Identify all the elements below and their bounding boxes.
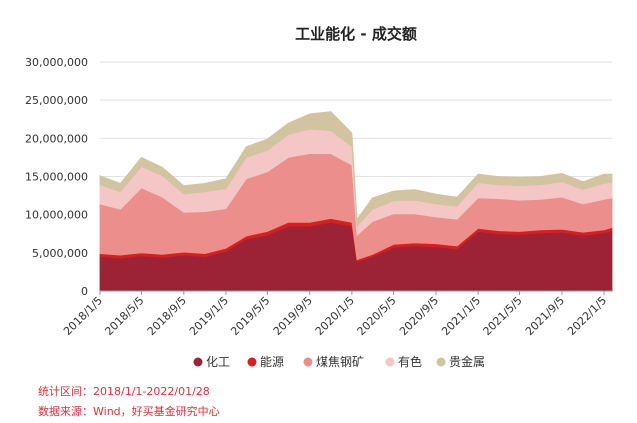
legend-item-能源: 能源 — [247, 355, 284, 369]
y-tick-label: 15,000,000 — [25, 171, 88, 184]
period-note: 统计区间：2018/1/1-2022/01/28 — [38, 385, 210, 398]
legend-marker — [385, 357, 395, 367]
x-tick-label: 2020/5/5 — [355, 294, 399, 338]
x-tick-label: 2019/9/5 — [271, 294, 315, 338]
area-series-贵金属 — [99, 111, 613, 228]
x-tick-label: 2021/1/5 — [439, 294, 483, 338]
y-tick-label: 20,000,000 — [25, 132, 88, 145]
y-tick-label: 10,000,000 — [25, 209, 88, 222]
x-tick-label: 2019/5/5 — [228, 294, 272, 338]
y-tick-label: 0 — [81, 285, 88, 298]
legend-label: 有色 — [398, 355, 422, 369]
x-tick-label: 2020/1/5 — [313, 294, 357, 338]
x-tick-label: 2018/1/5 — [61, 294, 105, 338]
x-tick-label: 2018/9/5 — [145, 294, 189, 338]
x-tick-label: 2021/5/5 — [481, 294, 525, 338]
legend-item-有色: 有色 — [385, 355, 422, 369]
legend-item-化工: 化工 — [193, 355, 230, 369]
legend-marker — [303, 357, 313, 367]
legend: 化工 能源 煤焦钢矿 有色 贵金属 — [193, 354, 485, 369]
legend-marker — [247, 357, 257, 367]
legend-item-贵金属: 贵金属 — [436, 354, 485, 369]
legend-label: 贵金属 — [449, 354, 485, 369]
x-tick-label: 2021/9/5 — [523, 294, 567, 338]
x-tick-label: 2020/9/5 — [397, 294, 441, 338]
chart-title: 工业能化 - 成交额 — [295, 25, 417, 43]
stacked-areas — [99, 111, 613, 292]
x-tick-label: 2019/1/5 — [187, 294, 231, 338]
y-tick-label: 5,000,000 — [32, 247, 88, 260]
source-note: 数据来源：Wind，好买基金研究中心 — [38, 405, 220, 418]
legend-item-煤焦钢矿: 煤焦钢矿 — [303, 355, 364, 369]
legend-label: 化工 — [206, 355, 230, 369]
x-tick-label: 2022/1/5 — [565, 294, 609, 338]
y-tick-label: 25,000,000 — [25, 94, 88, 107]
legend-marker — [193, 357, 203, 367]
y-tick-label: 30,000,000 — [25, 56, 88, 69]
x-tick-label: 2018/5/5 — [102, 294, 146, 338]
legend-marker — [436, 357, 446, 367]
legend-label: 能源 — [260, 355, 284, 369]
legend-label: 煤焦钢矿 — [316, 355, 364, 369]
